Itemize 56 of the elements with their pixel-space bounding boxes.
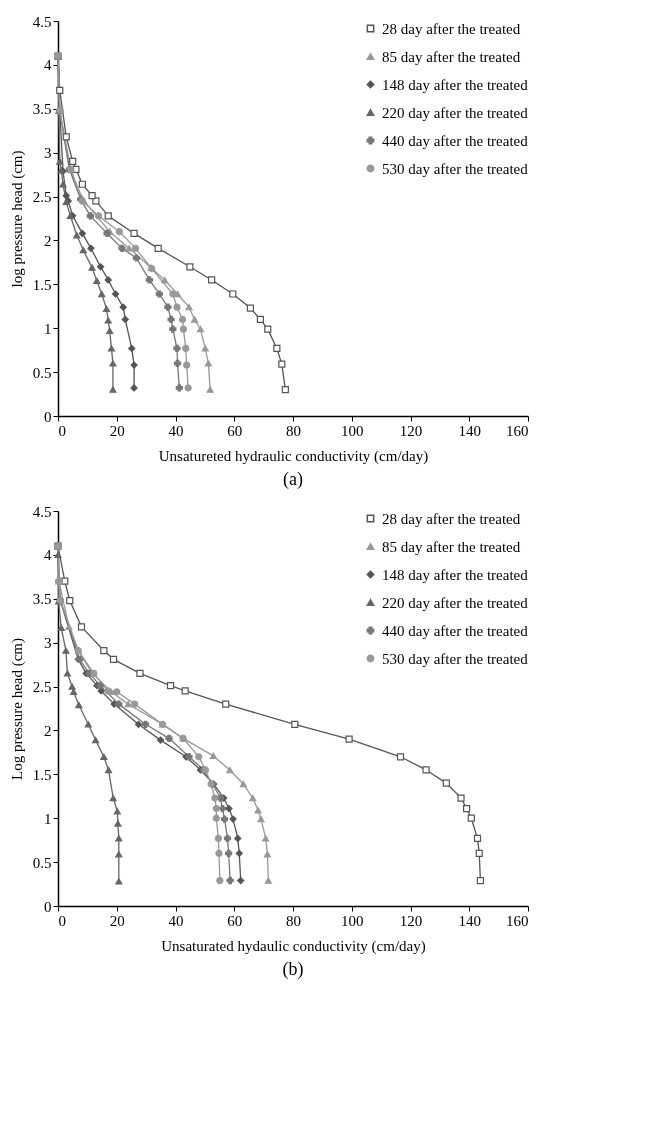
x-tick-label: 140	[458, 912, 481, 929]
y-tick-label: 1	[44, 320, 52, 337]
legend-label: 440 day after the treated	[382, 132, 529, 149]
x-axis-title: Unsatureted hydraulic conductivity (cm/day)	[158, 447, 429, 465]
legend-label: 530 day after the treated	[382, 650, 529, 667]
legend-label: 220 day after the treated	[382, 104, 529, 121]
x-tick-label: 20	[109, 422, 125, 439]
y-tick-label: 3.5	[32, 101, 52, 118]
y-tick-label: 0	[44, 898, 52, 915]
legend-label: 530 day after the treated	[382, 160, 529, 177]
y-tick-label: 3	[44, 145, 52, 162]
y-tick-label: 1	[44, 810, 52, 827]
x-axis-title: Unsaturated hydaulic conductivity (cm/day)	[161, 937, 426, 955]
x-tick-label: 80	[286, 912, 301, 929]
x-tick-label: 20	[109, 912, 125, 929]
text: (b)	[282, 959, 304, 980]
legend-label: 85 day after the treated	[382, 48, 521, 65]
y-tick-label: 0.5	[32, 854, 52, 871]
legend-label: 440 day after the treated	[382, 622, 529, 639]
y-tick-label: 0.5	[32, 364, 52, 381]
y-tick-label: 2.5	[32, 679, 52, 696]
y-tick-label: 2.5	[32, 189, 52, 206]
text: (a)	[283, 469, 303, 490]
x-tick-label: 40	[168, 912, 184, 929]
x-tick-label: 160	[506, 912, 529, 929]
x-tick-label: 120	[399, 422, 423, 439]
y-tick-label: 1.5	[32, 276, 52, 293]
y-axis-title: Log pressure head (cm)	[8, 637, 26, 781]
x-tick-label: 60	[227, 422, 243, 439]
x-tick-label: 0	[58, 422, 66, 439]
legend-label: 220 day after the treated	[382, 594, 529, 611]
y-tick-label: 2	[44, 232, 52, 249]
x-tick-label: 140	[458, 422, 481, 439]
y-tick-label: 3.5	[32, 591, 52, 608]
legend-label: 148 day after the treated	[382, 566, 529, 583]
x-tick-label: 60	[227, 912, 243, 929]
y-tick-label: 4.5	[32, 503, 52, 520]
legend-label: 148 day after the treated	[382, 76, 529, 93]
y-tick-label: 0	[44, 408, 52, 425]
y-tick-label: 2	[44, 722, 52, 739]
x-tick-label: 0	[58, 912, 66, 929]
x-tick-label: 100	[341, 422, 364, 439]
y-tick-label: 4	[44, 547, 52, 564]
x-tick-label: 100	[341, 912, 364, 929]
y-tick-label: 4	[44, 57, 52, 74]
legend-label: 85 day after the treated	[382, 538, 521, 555]
x-tick-label: 160	[506, 422, 529, 439]
x-tick-label: 80	[286, 422, 301, 439]
y-tick-label: 1.5	[32, 766, 52, 783]
y-tick-label: 3	[44, 635, 52, 652]
y-axis-title: log pressure head (cm)	[8, 150, 26, 288]
legend-label: 28 day after the treated	[382, 510, 521, 527]
y-tick-label: 4.5	[32, 13, 52, 30]
x-tick-label: 120	[399, 912, 423, 929]
x-tick-label: 40	[168, 422, 184, 439]
legend-label: 28 day after the treated	[382, 20, 521, 37]
